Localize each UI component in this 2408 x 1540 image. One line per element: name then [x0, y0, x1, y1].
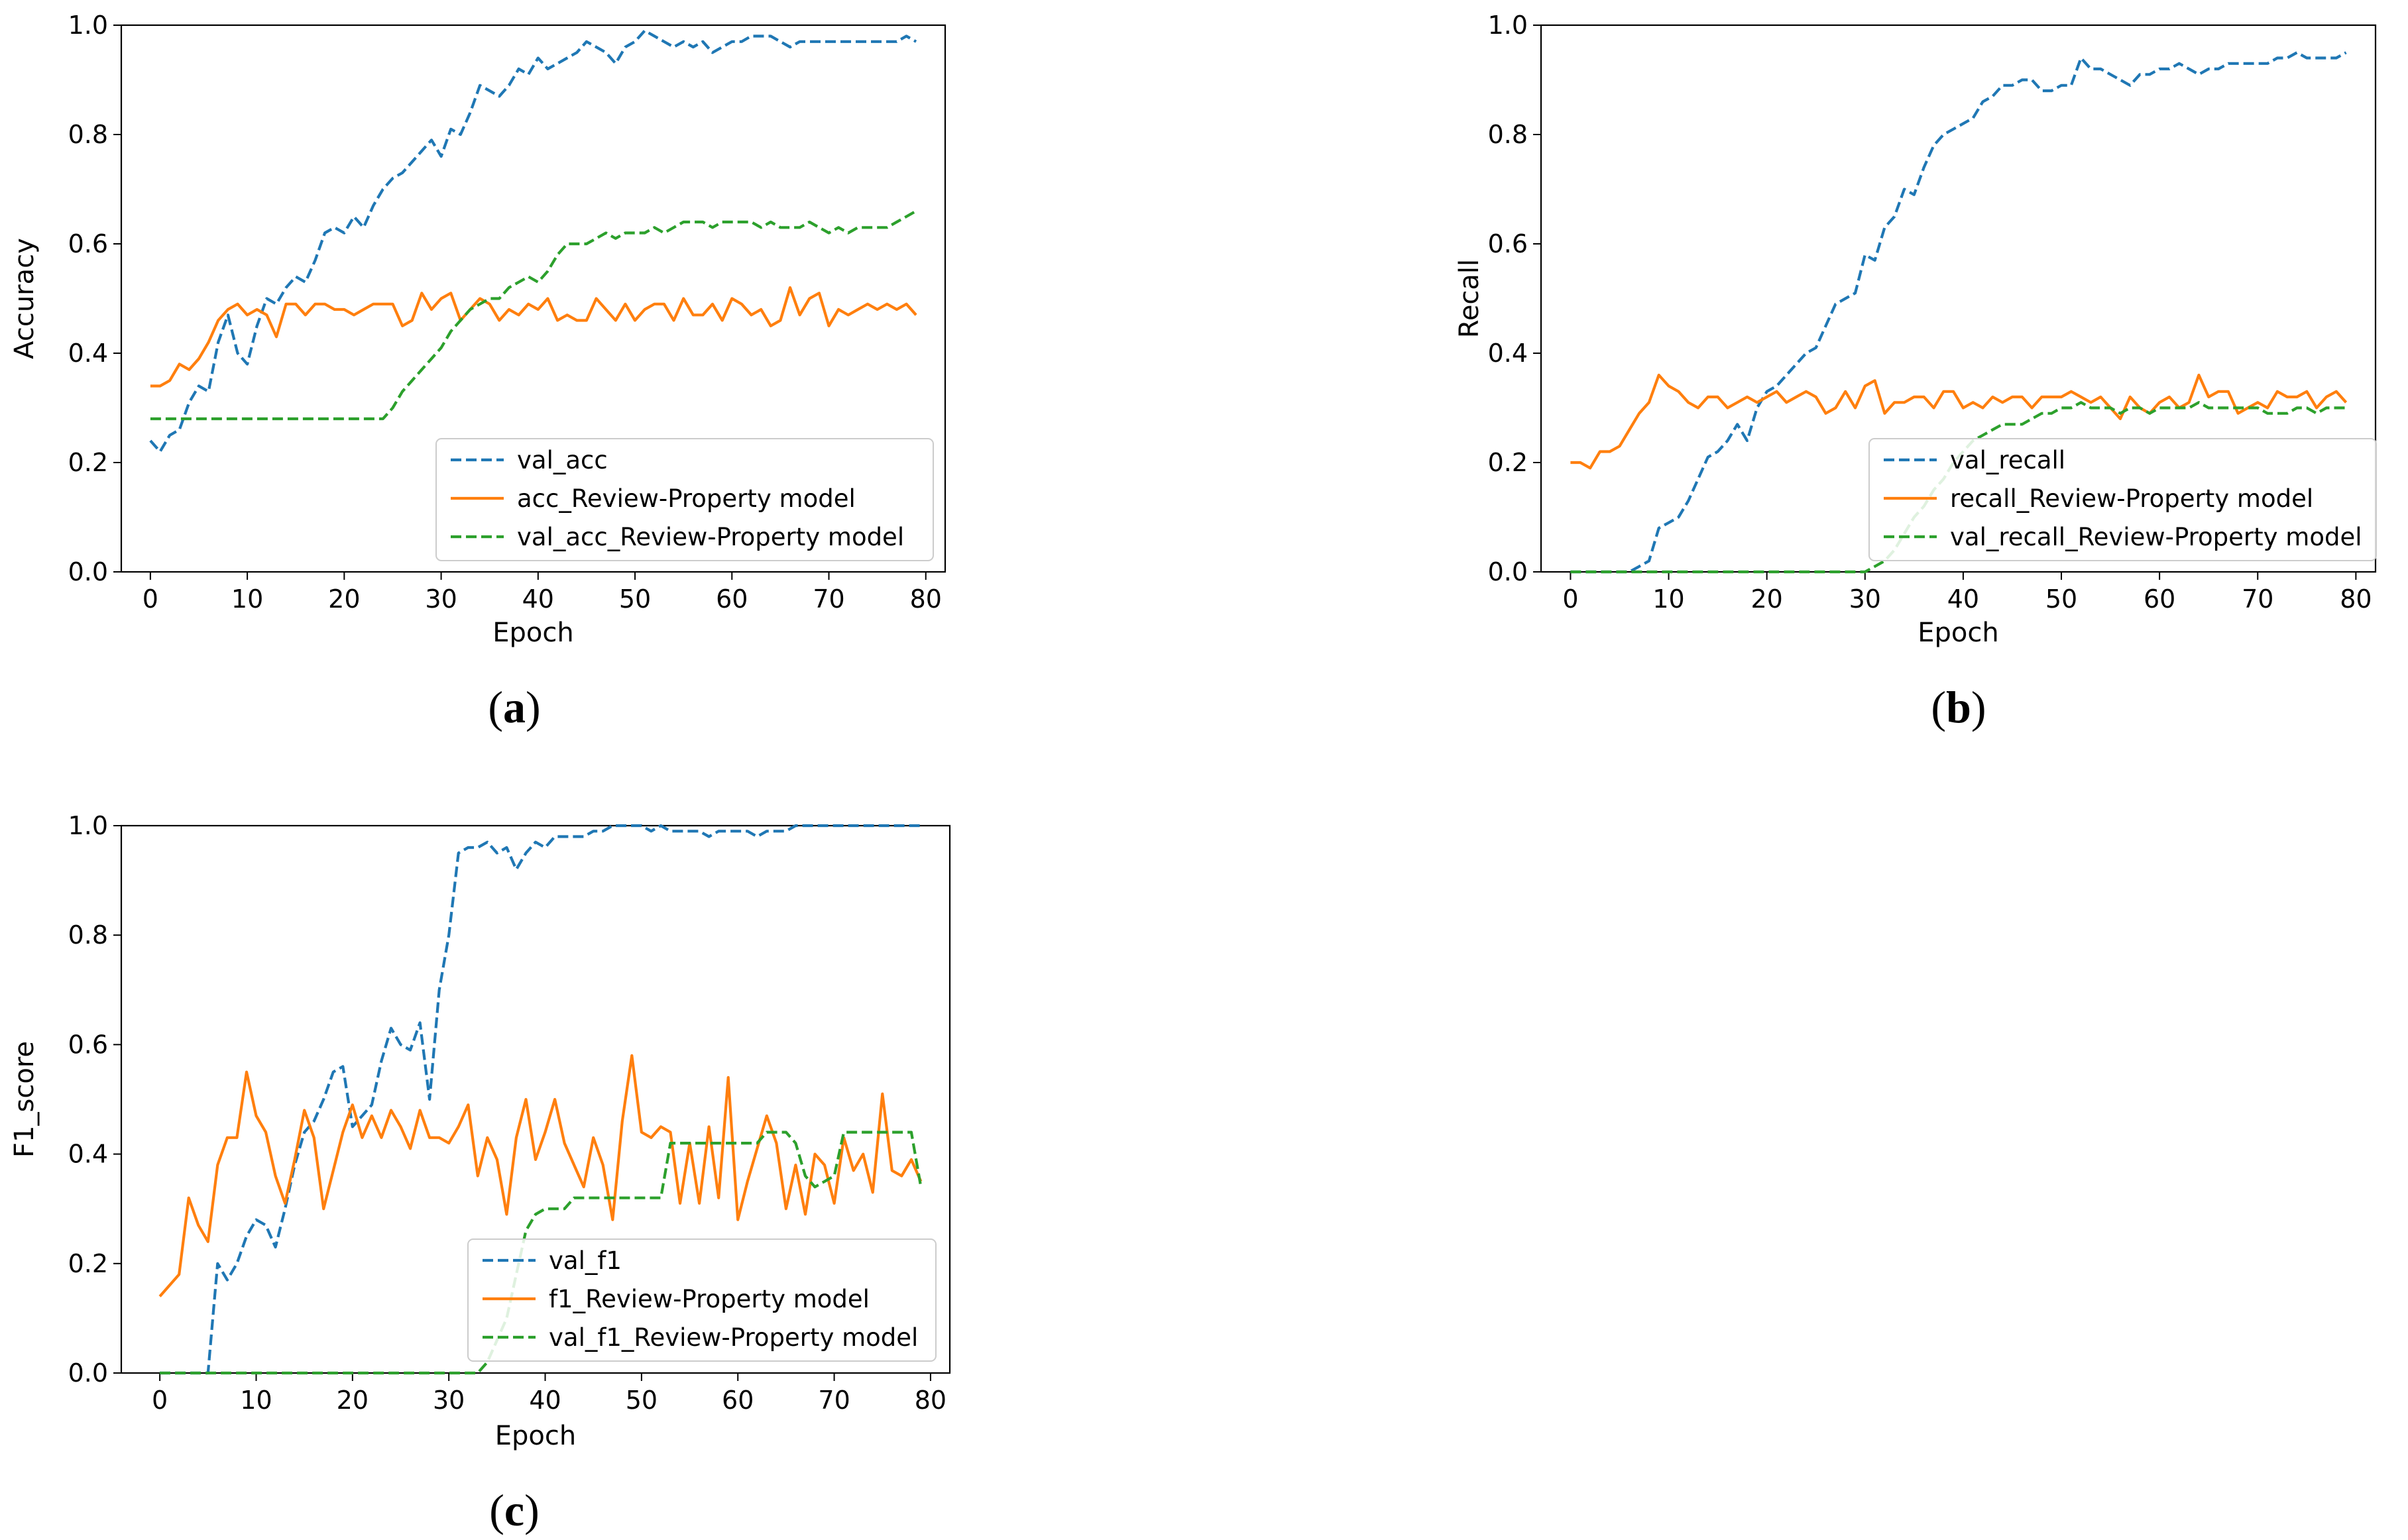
y-tick-label: 0.4 — [68, 1140, 108, 1169]
y-tick-label: 0.8 — [1488, 120, 1528, 149]
y-tick-label: 1.0 — [68, 11, 108, 40]
legend-entry-2: recall_Review-Property model — [1950, 484, 2313, 513]
y-tick-label: 0.8 — [68, 920, 108, 950]
y-tick-label: 0.4 — [1488, 339, 1528, 368]
x-tick-label: 60 — [2144, 584, 2175, 614]
plot-frame — [120, 24, 946, 573]
x-tick-label: 10 — [240, 1386, 272, 1415]
x-tick-label: 60 — [722, 1386, 754, 1415]
legend-entry-3: val_f1_Review-Property model — [549, 1323, 918, 1352]
series-line-3 — [150, 209, 917, 421]
plot-frame — [1540, 24, 2377, 573]
legend-entry-3: val_recall_Review-Property model — [1950, 523, 2362, 551]
x-tick-label: 80 — [2340, 584, 2372, 614]
legend: val_recall recall_Review-Property model va… — [1868, 438, 2377, 561]
x-tick-label: 50 — [2045, 584, 2077, 614]
x-tick-label: 20 — [337, 1386, 369, 1415]
legend-entry-2: f1_Review-Property model — [549, 1285, 870, 1313]
y-axis-label: Recall — [1454, 259, 1485, 338]
caption-open: ( — [488, 682, 503, 732]
x-tick-label: 10 — [1652, 584, 1684, 614]
y-tick-label: 0.2 — [68, 1249, 108, 1278]
y-tick-label: 0.0 — [1488, 557, 1528, 586]
legend: val_acc acc_Review-Property model val_acc_… — [435, 438, 934, 561]
x-axis-label: Epoch — [495, 1421, 576, 1451]
caption-close: ) — [524, 1485, 540, 1535]
plot-frame — [120, 824, 951, 1374]
legend-entry-3: val_acc_Review-Property model — [517, 523, 904, 551]
x-axis-label: Epoch — [492, 618, 573, 648]
x-tick-label: 40 — [1947, 584, 1979, 614]
panel-caption: (a) — [488, 682, 540, 732]
y-tick-label: 0.8 — [68, 120, 108, 149]
chart-c: 0.0 0.2 0.4 0.6 0.8 1.0 0 10 20 30 40 50 60 70 80 Epoch… — [9, 811, 951, 1535]
x-tick-label: 30 — [425, 584, 457, 614]
x-tick-label: 80 — [910, 584, 942, 614]
x-tick-label: 70 — [813, 584, 844, 614]
legend-box — [435, 438, 934, 561]
caption-letter: b — [1946, 682, 1971, 732]
panel-caption: (b) — [1931, 682, 1986, 732]
y-tick-label: 1.0 — [68, 811, 108, 840]
legend-box — [1868, 438, 2377, 561]
y-tick-label: 0.6 — [68, 1030, 108, 1059]
series-line-2 — [1570, 373, 2348, 470]
series-line-2 — [158, 1054, 923, 1297]
legend-box — [467, 1238, 937, 1362]
x-tick-label: 60 — [716, 584, 748, 614]
x-tick-label: 50 — [619, 584, 651, 614]
legend: val_f1 f1_Review-Property model val_f1_Rev… — [467, 1238, 937, 1362]
y-tick-label: 0.0 — [68, 557, 108, 586]
series-line-1 — [1570, 51, 2347, 574]
legend-entry-1: val_acc — [517, 446, 608, 474]
x-tick-label: 0 — [152, 1386, 168, 1415]
x-tick-label: 0 — [143, 584, 158, 614]
x-tick-label: 0 — [1562, 584, 1578, 614]
series-line-1 — [149, 29, 917, 453]
x-tick-label: 50 — [626, 1386, 658, 1415]
caption-letter: c — [504, 1485, 524, 1535]
x-tick-label: 20 — [328, 584, 360, 614]
legend-entry-2: acc_Review-Property model — [517, 484, 856, 513]
caption-open: ( — [1931, 682, 1946, 732]
x-tick-label: 70 — [2242, 584, 2273, 614]
x-tick-label: 40 — [529, 1386, 561, 1415]
caption-letter: a — [503, 682, 526, 732]
chart-b: 0.0 0.2 0.4 0.6 0.8 1.0 0 10 20 30 40 50 60 70 80 Epoch… — [1454, 11, 2377, 732]
y-tick-label: 0.2 — [68, 448, 108, 477]
y-tick-label: 0.4 — [68, 339, 108, 368]
x-tick-label: 30 — [1849, 584, 1881, 614]
chart-a: 0.0 0.2 0.4 0.6 0.8 1.0 0 10 20 30 40 50 60 70 80 Epoch… — [9, 11, 946, 732]
y-tick-label: 0.2 — [1488, 448, 1528, 477]
y-axis-label: F1_score — [9, 1041, 40, 1158]
x-tick-label: 40 — [522, 584, 554, 614]
caption-open: ( — [489, 1485, 504, 1535]
x-tick-label: 30 — [433, 1386, 465, 1415]
y-axis-label: Accuracy — [9, 238, 40, 359]
y-tick-label: 1.0 — [1488, 11, 1528, 40]
x-tick-label: 70 — [818, 1386, 850, 1415]
series-line-2 — [150, 286, 917, 388]
y-tick-label: 0.6 — [68, 229, 108, 258]
series-line-3 — [160, 1130, 923, 1375]
x-axis-label: Epoch — [1918, 618, 1998, 648]
y-tick-label: 0.0 — [68, 1358, 108, 1388]
legend-entry-1: val_recall — [1950, 446, 2065, 474]
panel-caption: (c) — [489, 1485, 540, 1535]
legend-entry-1: val_f1 — [549, 1246, 622, 1275]
y-tick-label: 0.6 — [1488, 229, 1528, 258]
x-tick-label: 10 — [231, 584, 263, 614]
caption-close: ) — [526, 682, 541, 732]
caption-close: ) — [1971, 682, 1986, 732]
x-tick-label: 20 — [1750, 584, 1782, 614]
x-tick-label: 80 — [915, 1386, 946, 1415]
